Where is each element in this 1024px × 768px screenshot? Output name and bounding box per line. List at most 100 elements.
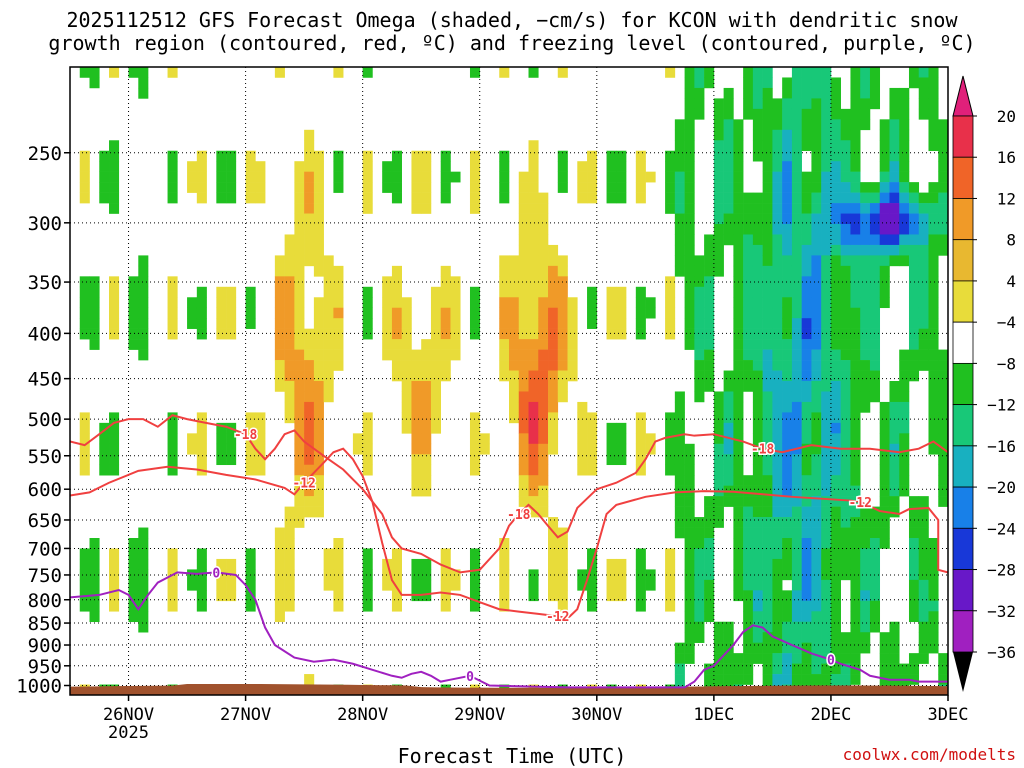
colorbar-swatch bbox=[952, 115, 974, 158]
omega-cell bbox=[313, 150, 324, 162]
omega-cell bbox=[196, 286, 207, 298]
colorbar-label: −8 bbox=[997, 354, 1016, 373]
omega-cell bbox=[557, 161, 568, 172]
omega-cell bbox=[782, 182, 793, 193]
omega-cell bbox=[294, 318, 305, 329]
omega-cell bbox=[694, 297, 705, 309]
omega-cell bbox=[772, 213, 783, 225]
omega-cell bbox=[635, 569, 646, 581]
omega-cell bbox=[528, 192, 539, 204]
omega-cell bbox=[138, 538, 149, 549]
omega-cell bbox=[791, 517, 802, 528]
omega-cell bbox=[216, 579, 227, 591]
omega-cell bbox=[323, 265, 334, 277]
omega-cell bbox=[928, 611, 939, 623]
omega-cell bbox=[733, 579, 744, 591]
x-tick-label: 2DEC bbox=[810, 705, 851, 725]
omega-cell bbox=[440, 600, 451, 612]
omega-cell bbox=[187, 569, 198, 581]
omega-cell bbox=[430, 349, 442, 361]
omega-cell bbox=[528, 140, 539, 152]
omega-cell bbox=[791, 496, 802, 507]
omega-cell bbox=[518, 265, 529, 277]
omega-cell bbox=[684, 203, 695, 214]
omega-cell bbox=[743, 328, 754, 340]
omega-cell bbox=[557, 150, 568, 162]
omega-cell bbox=[860, 213, 871, 225]
omega-cell bbox=[840, 108, 851, 120]
omega-cell bbox=[821, 140, 832, 152]
omega-cell bbox=[548, 360, 559, 371]
omega-cell bbox=[801, 538, 812, 549]
omega-cell bbox=[548, 548, 559, 560]
omega-cell bbox=[723, 381, 734, 392]
omega-cell bbox=[782, 360, 793, 371]
omega-cell bbox=[860, 255, 871, 267]
omega-cell bbox=[782, 621, 793, 633]
omega-cell bbox=[928, 433, 939, 445]
omega-cell bbox=[538, 328, 549, 340]
omega-cell bbox=[743, 475, 754, 486]
omega-cell bbox=[928, 328, 939, 340]
omega-cell bbox=[89, 339, 100, 350]
omega-cell bbox=[557, 579, 568, 591]
omega-cell bbox=[411, 422, 422, 434]
omega-cell bbox=[772, 401, 783, 413]
omega-cell bbox=[860, 339, 871, 350]
omega-cell bbox=[128, 339, 139, 350]
omega-cell bbox=[382, 276, 393, 288]
omega-cell bbox=[801, 517, 812, 528]
omega-cell bbox=[255, 433, 266, 445]
omega-cell bbox=[538, 192, 549, 204]
omega-cell bbox=[938, 475, 948, 486]
omega-cell bbox=[811, 286, 822, 298]
omega-cell bbox=[606, 307, 617, 319]
omega-cell bbox=[918, 496, 929, 507]
omega-cell bbox=[713, 422, 724, 434]
omega-cell bbox=[684, 182, 695, 193]
omega-cell bbox=[830, 517, 841, 528]
omega-cell bbox=[587, 171, 598, 183]
omega-cell bbox=[840, 255, 851, 267]
x-axis: 26NOV 27NOV 28NOV 29NOV 30NOV 1DEC 2DEC 3DEC202… bbox=[103, 695, 968, 740]
omega-cell bbox=[713, 433, 724, 445]
omega-cell bbox=[684, 286, 695, 298]
omega-cell bbox=[284, 349, 295, 361]
omega-cell bbox=[382, 182, 393, 193]
omega-cell bbox=[577, 412, 588, 424]
omega-cell bbox=[889, 496, 900, 507]
omega-cell bbox=[762, 77, 773, 89]
omega-cell bbox=[772, 286, 783, 298]
omega-cell bbox=[782, 632, 793, 643]
omega-cell bbox=[811, 213, 822, 225]
omega-cell bbox=[304, 496, 315, 507]
omega-cell bbox=[723, 642, 734, 654]
omega-cell bbox=[889, 171, 900, 183]
omega-cell bbox=[391, 297, 402, 309]
credit-link[interactable]: coolwx.com/modelts bbox=[842, 745, 1016, 764]
omega-cell bbox=[255, 422, 266, 434]
omega-cell bbox=[821, 663, 832, 675]
omega-cell bbox=[704, 381, 715, 392]
omega-cell bbox=[830, 642, 841, 654]
omega-cell bbox=[752, 244, 763, 256]
omega-cell bbox=[167, 558, 178, 570]
omega-cell bbox=[587, 422, 598, 434]
omega-cell bbox=[528, 276, 539, 288]
omega-cell bbox=[928, 192, 939, 204]
omega-cell bbox=[733, 401, 744, 413]
omega-cell bbox=[665, 182, 676, 193]
omega-cell bbox=[304, 412, 315, 424]
omega-cell bbox=[577, 422, 588, 434]
omega-cell bbox=[362, 412, 373, 424]
omega-cell bbox=[528, 318, 539, 329]
omega-cell bbox=[684, 653, 695, 664]
omega-cell bbox=[187, 433, 198, 445]
omega-cell bbox=[928, 558, 939, 570]
omega-cell bbox=[801, 464, 812, 476]
omega-cell bbox=[304, 234, 315, 246]
omega-cell bbox=[509, 297, 520, 309]
omega-cell bbox=[733, 349, 744, 361]
omega-cell bbox=[821, 443, 832, 455]
